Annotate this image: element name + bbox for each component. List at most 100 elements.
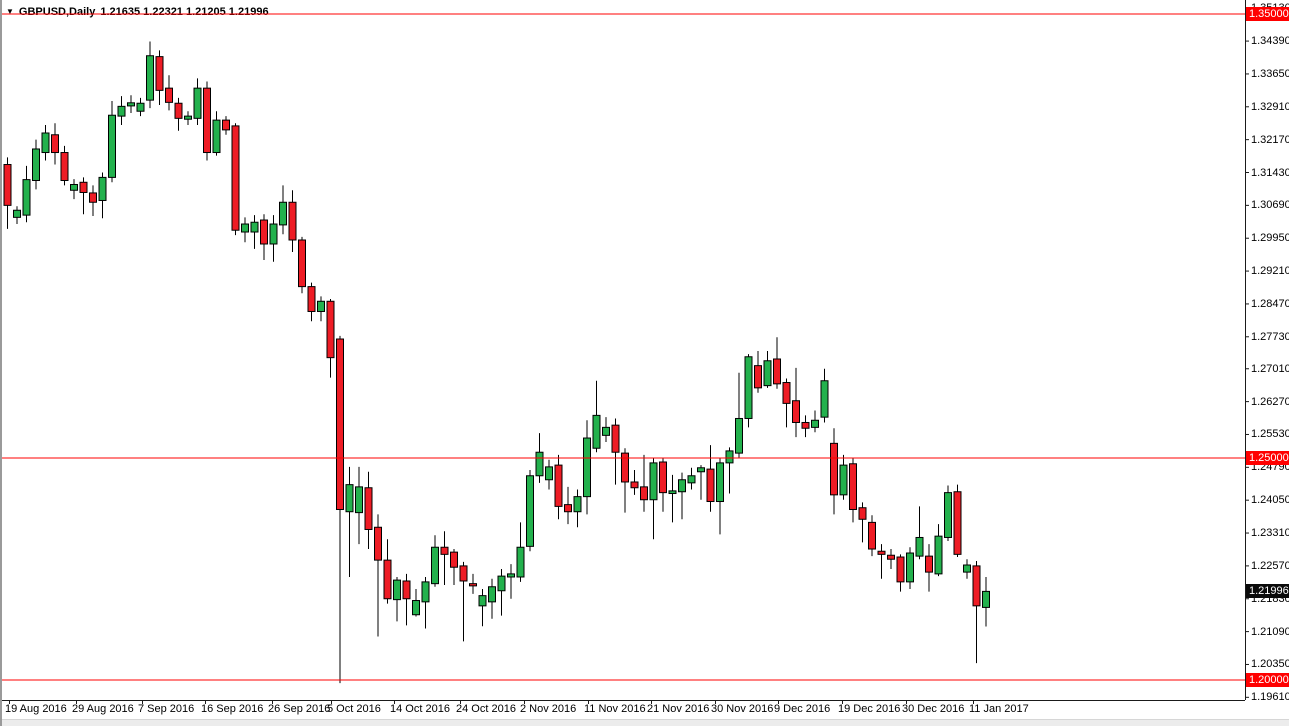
candle-bullish [136,102,145,112]
candle-bullish [526,475,534,547]
price-tick-label: 1.26270 [1251,395,1289,408]
candle-bearish [165,87,173,103]
price-tick-label: 1.32910 [1251,100,1289,113]
candle-bullish [127,102,135,107]
candle-bullish [963,564,971,573]
candle-bearish [155,56,164,91]
candle-bearish [877,550,886,555]
candle-bullish [13,209,21,218]
candle-bullish [507,573,515,578]
candle-bearish [773,358,781,385]
candle-bearish [298,239,306,288]
price-tick-label: 1.32170 [1251,133,1289,146]
candle-bullish [906,552,914,583]
candle-bearish [79,181,88,193]
candle-bullish [41,132,50,154]
candle-bearish [972,565,981,607]
price-tick-label: 1.29950 [1251,232,1289,245]
price-tick-label: 1.24050 [1251,494,1289,507]
candle-bullish [535,451,544,477]
candle-bullish [279,201,287,226]
date-tick-label: 19 Dec 2016 [838,703,901,715]
candle-bearish [868,521,876,550]
candle-bearish [640,486,648,501]
candle-bullish [70,183,78,191]
candle-bullish [592,414,601,449]
candle-bullish [678,479,686,493]
candle-bearish [459,565,468,582]
candle-bearish [849,463,857,511]
candle-bearish [402,580,411,600]
candle-bearish [925,555,933,573]
price-tick-label: 1.27010 [1251,362,1289,375]
candle-bullish [184,115,192,120]
date-tick-label: 26 Sep 2016 [268,703,331,715]
chevron-down-icon[interactable]: ▼ [6,7,14,16]
candle-bearish [564,504,572,513]
candle-bearish [792,400,800,423]
candle-bullish [982,590,990,608]
candle-bullish [839,464,848,496]
candle-bearish [288,201,297,241]
candle-bearish [706,468,715,503]
candle-bullish [478,595,487,607]
symbol-period-label: GBPUSD,Daily [18,6,96,18]
hline-price-badge: 1.35000 [1246,7,1289,21]
candle-bullish [573,496,582,513]
candle-bearish [222,119,230,131]
price-tick-label: 1.25530 [1251,428,1289,441]
candle-bullish [697,467,705,473]
date-tick-label: 19 Aug 2016 [5,703,67,715]
date-tick-label: 14 Oct 2016 [390,703,450,715]
candle-bullish [687,475,696,484]
candle-bearish [383,559,392,600]
date-tick-label: 11 Jan 2017 [969,703,1029,715]
candle-bullish [497,575,506,592]
candle-bullish [250,221,259,233]
candle-bearish [260,219,268,245]
candle-bearish [554,464,563,507]
candle-bearish [307,286,316,312]
candle-bullish [915,536,924,557]
candle-bullish [241,223,249,233]
candle-bearish [364,487,373,530]
candle-bearish [858,507,867,520]
candle-bearish [336,338,344,511]
price-tick-label: 1.27730 [1251,330,1289,343]
candle-bearish [659,461,667,494]
candle-bullish [668,490,677,495]
date-tick-label: 2 Nov 2016 [520,703,577,715]
candle-bullish [117,105,126,117]
date-tick-label: 9 Dec 2016 [774,703,831,715]
candle-bearish [174,102,183,119]
candle-bullish [317,300,325,312]
ohlc-values: 1.21635 1.22321 1.21205 1.21996 [100,6,269,18]
date-tick-label: 16 Sep 2016 [201,703,264,715]
candle-bullish [98,176,107,201]
candle-bullish [212,119,221,154]
candle-bearish [621,452,629,483]
hline-price-badge: 1.25000 [1246,451,1289,465]
candle-bullish [735,417,743,454]
candle-bullish [393,579,401,601]
price-tick-label: 1.33650 [1251,67,1289,80]
price-tick-label: 1.30690 [1251,199,1289,212]
candle-bullish [431,546,439,585]
candle-bullish [811,419,819,428]
candle-bullish [516,546,525,578]
candle-bearish [60,152,69,181]
candle-bullish [269,223,278,245]
candle-bullish [22,179,31,216]
chart-header[interactable]: ▼ GBPUSD,Daily 1.21635 1.22321 1.21205 1… [6,6,269,18]
price-tick-label: 1.22570 [1251,559,1289,572]
candle-bearish [611,424,620,453]
current-price-badge: 1.21996 [1246,584,1289,599]
date-tick-label: 11 Nov 2016 [584,703,646,715]
candle-bearish [203,87,211,154]
bottom-strip [2,719,1289,726]
candle-bearish [450,551,458,568]
candle-bullish [421,581,430,603]
date-tick-label: 30 Nov 2016 [711,703,774,715]
